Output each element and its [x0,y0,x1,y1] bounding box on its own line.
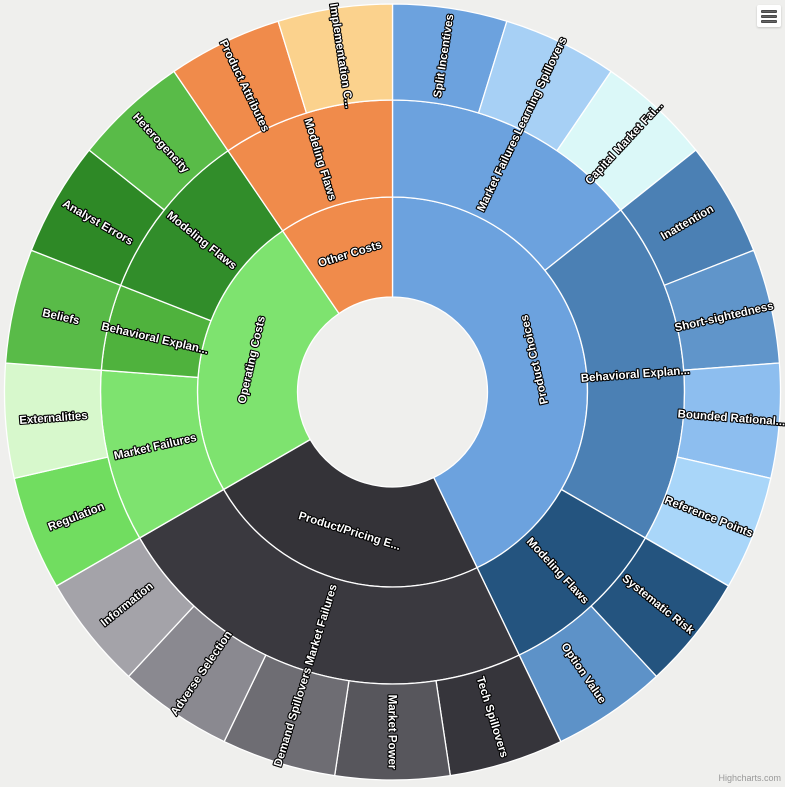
sunburst-slice[interactable] [334,680,451,781]
sunburst-slice[interactable] [277,3,394,114]
hamburger-icon [761,14,777,18]
hamburger-icon [761,9,777,13]
highcharts-credit-link[interactable]: Highcharts.com [718,773,781,783]
sunburst-slice[interactable] [3,362,109,479]
hamburger-icon [761,19,777,23]
chart-menu-button[interactable] [757,5,781,27]
